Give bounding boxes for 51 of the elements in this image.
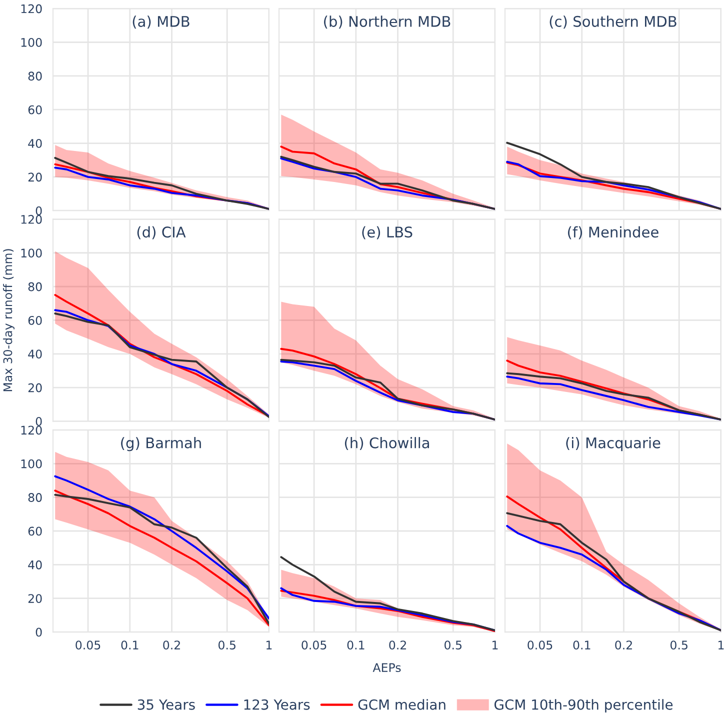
y-axis-title: Max 30-day runoff (mm) bbox=[3, 249, 14, 392]
y-tick-label: 80 bbox=[28, 282, 42, 292]
x-tick-label: 0.05 bbox=[528, 640, 552, 650]
y-tick-label: 40 bbox=[28, 139, 42, 148]
y-tick-label: 20 bbox=[28, 594, 42, 604]
y-tick-label: 120 bbox=[21, 214, 42, 224]
chart-title: (h) Chowilla bbox=[344, 437, 430, 450]
x-tick-label: 0.5 bbox=[444, 640, 462, 650]
y-tick-label: 40 bbox=[28, 350, 42, 359]
y-tick-label: 60 bbox=[28, 316, 42, 325]
y-tick-label: 120 bbox=[21, 4, 42, 14]
legend-label: 123 Years bbox=[244, 699, 310, 710]
y-tick-label: 40 bbox=[28, 560, 42, 570]
x-tick-label: 0.05 bbox=[76, 640, 100, 650]
y-tick-label: 80 bbox=[28, 72, 42, 81]
chart-title: (a) MDB bbox=[132, 16, 190, 29]
text: GCM 10th-90th percentile bbox=[494, 699, 673, 713]
y-tick-label: 100 bbox=[21, 38, 42, 47]
x-tick-label: 0.2 bbox=[389, 640, 406, 650]
x-tick-label: 0.5 bbox=[670, 640, 688, 650]
legend-label: GCM median bbox=[358, 699, 446, 710]
x-tick-label: 0.05 bbox=[302, 640, 326, 650]
x-axis-title: AEPs bbox=[372, 663, 401, 672]
y-tick-label: 80 bbox=[28, 493, 42, 502]
y-tick-label: 20 bbox=[28, 383, 42, 392]
y-tick-label: 60 bbox=[28, 105, 42, 114]
chart-title: (g) Barmah bbox=[121, 437, 201, 452]
y-tick-label: 100 bbox=[21, 248, 42, 258]
y-tick-label: 120 bbox=[21, 426, 42, 435]
chart-title: (c) Southern MDB bbox=[550, 16, 676, 29]
x-tick-label: 0.5 bbox=[218, 640, 236, 650]
y-tick-label: 20 bbox=[28, 172, 42, 182]
y-tick-label: 0 bbox=[36, 628, 42, 637]
x-tick-label: 0.2 bbox=[615, 640, 632, 650]
x-tick-label: 0.2 bbox=[163, 640, 180, 650]
y-tick-label: 0 bbox=[36, 206, 42, 216]
chart-title: (d) CIA bbox=[137, 226, 186, 240]
y-tick-label: 60 bbox=[28, 526, 42, 536]
x-tick-label: 1 bbox=[266, 640, 272, 650]
chart-title: (f) Menindee bbox=[568, 226, 658, 240]
chart-title: (e) LBS bbox=[362, 226, 412, 240]
x-tick-label: 0.1 bbox=[121, 640, 138, 650]
x-tick-label: 0.1 bbox=[573, 640, 590, 650]
x-tick-label: 1 bbox=[492, 640, 498, 650]
legend-label: 35 Years bbox=[138, 699, 195, 710]
chart-title: (b) Northern MDB bbox=[324, 16, 450, 29]
y-tick-label: 100 bbox=[21, 459, 42, 468]
x-tick-label: 0.1 bbox=[347, 640, 364, 650]
chart-title: (i) Macquarie bbox=[566, 437, 660, 452]
y-tick-label: 0 bbox=[36, 416, 42, 426]
x-tick-label: 1 bbox=[718, 640, 724, 650]
